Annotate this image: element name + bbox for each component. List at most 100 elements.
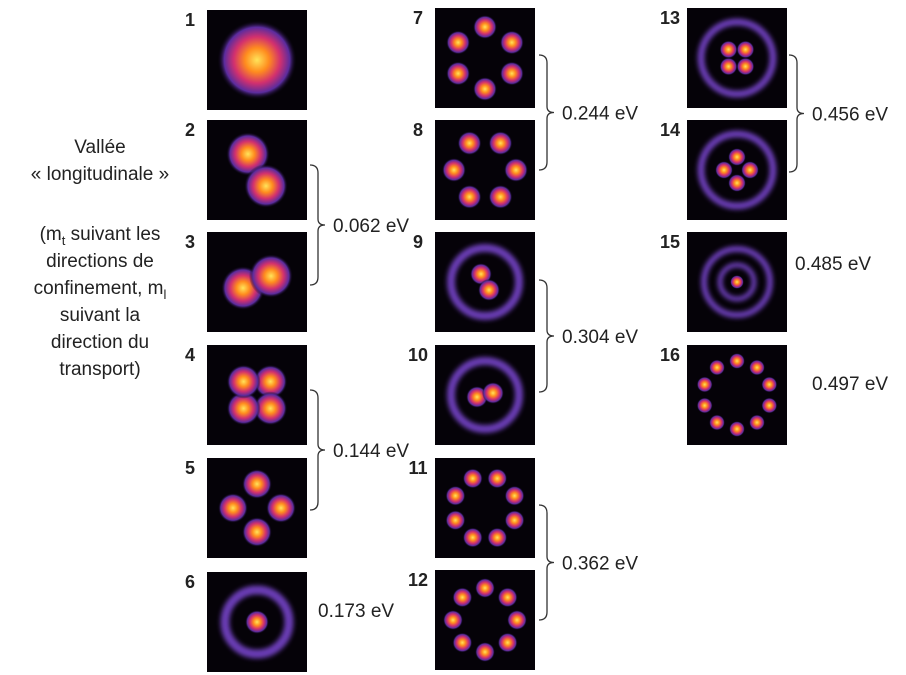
brace bbox=[538, 504, 555, 621]
panel-number: 10 bbox=[408, 345, 428, 365]
lobe bbox=[445, 510, 466, 531]
energy-label: 0.244 eV bbox=[562, 104, 638, 125]
lobe bbox=[709, 359, 726, 376]
lobe bbox=[504, 510, 525, 531]
lobe bbox=[242, 517, 272, 547]
lobe bbox=[719, 57, 738, 76]
brace bbox=[788, 54, 805, 173]
panel-number: 14 bbox=[660, 120, 680, 140]
panel-image bbox=[207, 10, 307, 110]
panel-image bbox=[435, 458, 535, 558]
panel-image bbox=[435, 345, 535, 445]
side-text: Vallée « longitudinale » (mt suivant les… bbox=[31, 137, 169, 380]
lobe bbox=[488, 131, 513, 156]
lobe bbox=[446, 61, 471, 86]
lobe bbox=[226, 364, 261, 399]
panel-image bbox=[435, 120, 535, 220]
lobe bbox=[462, 527, 483, 548]
note-line: directions de bbox=[46, 251, 154, 272]
lobe bbox=[442, 158, 466, 182]
panel-number: 2 bbox=[185, 120, 195, 140]
panel-background bbox=[207, 345, 307, 445]
brace bbox=[309, 164, 326, 286]
lobe bbox=[244, 164, 288, 208]
panel-image bbox=[687, 8, 787, 108]
energy-label: 0.173 eV bbox=[318, 601, 394, 622]
lobe bbox=[457, 131, 482, 156]
lobe bbox=[497, 587, 518, 608]
brace bbox=[538, 279, 555, 393]
energy-label: 0.062 eV bbox=[333, 216, 409, 237]
lobe bbox=[709, 414, 726, 431]
lobe bbox=[488, 184, 513, 209]
lobe bbox=[696, 376, 713, 393]
energy-label: 0.485 eV bbox=[795, 254, 871, 275]
lobe bbox=[253, 391, 288, 426]
panel-image bbox=[687, 120, 787, 220]
lobe bbox=[761, 376, 778, 393]
energy-label: 0.144 eV bbox=[333, 441, 409, 462]
lobe bbox=[729, 421, 745, 437]
lobe bbox=[445, 485, 466, 506]
lobe bbox=[748, 359, 765, 376]
panel-image bbox=[207, 572, 307, 672]
lobe bbox=[487, 468, 508, 489]
ring bbox=[717, 262, 757, 302]
lobe bbox=[741, 161, 759, 179]
lobe bbox=[730, 275, 744, 289]
lobe bbox=[728, 174, 746, 192]
lobe bbox=[462, 468, 483, 489]
panel-number: 12 bbox=[408, 570, 428, 590]
panel-number: 11 bbox=[408, 458, 427, 478]
lobe bbox=[728, 148, 746, 166]
subscript: t bbox=[62, 233, 66, 248]
subscript: l bbox=[164, 287, 167, 302]
lobe bbox=[452, 587, 473, 608]
panel-number: 13 bbox=[660, 8, 680, 28]
lobe bbox=[748, 414, 765, 431]
panel-number: 1 bbox=[185, 10, 195, 30]
lobe bbox=[504, 158, 528, 182]
lobe bbox=[249, 254, 293, 298]
lobe bbox=[473, 15, 497, 39]
note-text: confinement, m bbox=[34, 278, 164, 299]
panel-number: 15 bbox=[660, 232, 680, 252]
panel-number: 3 bbox=[185, 232, 195, 252]
ring bbox=[697, 18, 777, 98]
lobe bbox=[475, 642, 495, 662]
ring bbox=[697, 130, 777, 210]
panel-image bbox=[435, 8, 535, 108]
panel-image bbox=[435, 232, 535, 332]
energy-label: 0.304 eV bbox=[562, 327, 638, 348]
note-line: (mt suivant les bbox=[40, 224, 161, 248]
ring bbox=[447, 244, 523, 320]
lobe bbox=[736, 40, 755, 59]
lobe bbox=[226, 132, 270, 176]
note-line: direction du bbox=[51, 332, 149, 353]
lobe bbox=[452, 632, 473, 653]
panel-number: 5 bbox=[185, 458, 195, 478]
panel-image bbox=[207, 120, 307, 220]
panel-image bbox=[687, 345, 787, 445]
lobe bbox=[217, 20, 297, 100]
lobe bbox=[499, 61, 524, 86]
lobe bbox=[715, 161, 733, 179]
panel-image bbox=[207, 345, 307, 445]
lobe bbox=[507, 610, 527, 630]
panel-number: 8 bbox=[413, 120, 423, 140]
lobe bbox=[242, 469, 272, 499]
panel-number: 7 bbox=[413, 8, 423, 28]
lobe bbox=[497, 632, 518, 653]
lobe bbox=[245, 610, 269, 634]
panel-number: 16 bbox=[660, 345, 680, 365]
lobe bbox=[226, 391, 261, 426]
note-line: suivant la bbox=[60, 305, 141, 326]
note-text: (m bbox=[40, 224, 62, 245]
lobe bbox=[443, 610, 463, 630]
panel-background bbox=[435, 458, 535, 558]
lobe bbox=[719, 40, 738, 59]
lobe bbox=[761, 397, 778, 414]
title-line: Vallée bbox=[74, 137, 125, 158]
panel-image bbox=[207, 232, 307, 332]
